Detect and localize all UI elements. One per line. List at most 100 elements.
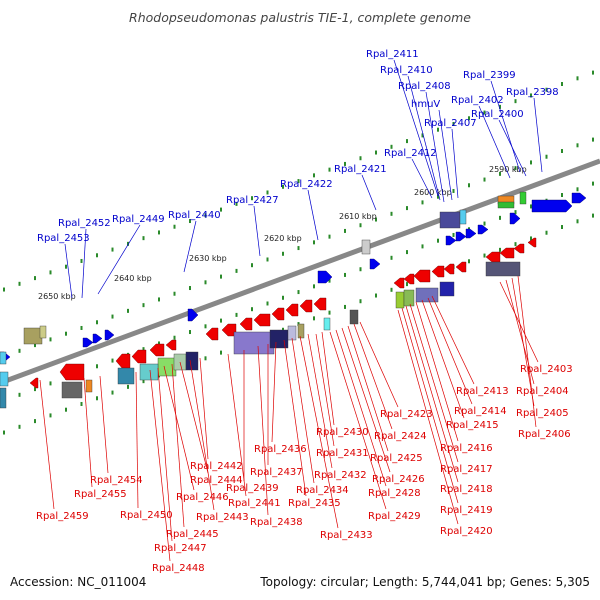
forward-gene-arrow	[187, 308, 199, 322]
reverse-label-connector	[283, 339, 307, 497]
forward-gene-box	[439, 211, 461, 229]
forward-gene-box	[39, 325, 47, 339]
genome-summary-text: Topology: circular; Length: 5,744,041 bp…	[260, 575, 590, 589]
reverse-gene-box	[403, 289, 415, 307]
reverse-label-connector	[405, 305, 459, 483]
forward-label-connector	[533, 97, 543, 173]
forward-label-connector	[393, 59, 439, 197]
forward-gene-box	[23, 327, 43, 345]
reverse-gene-arrow	[29, 377, 39, 389]
forward-label-connector	[64, 243, 73, 299]
forward-gene-arrow	[571, 192, 587, 204]
reverse-gene-arrow	[455, 261, 467, 273]
forward-gene-arrow	[509, 212, 521, 225]
ruler-label: 2630 kbp	[189, 254, 227, 263]
forward-gene-label: Rpal_2402	[451, 95, 504, 106]
reverse-gene-arrow	[253, 313, 271, 327]
reverse-label-connector	[157, 367, 173, 542]
reverse-gene-label: Rpal_2437	[250, 467, 303, 478]
reverse-gene-arrow	[205, 327, 219, 341]
reverse-gene-arrow	[59, 363, 85, 381]
reverse-gene-label: Rpal_2443	[196, 512, 249, 523]
reverse-gene-arrow	[431, 265, 445, 278]
reverse-gene-arrow	[527, 237, 537, 248]
reverse-gene-label: Rpal_2419	[440, 505, 493, 516]
reverse-gene-box	[139, 363, 159, 381]
reverse-gene-box	[117, 367, 135, 385]
reverse-label-connector	[431, 295, 475, 385]
reverse-gene-label: Rpal_2405	[516, 408, 569, 419]
forward-gene-arrow	[465, 228, 477, 239]
reverse-gene-arrow	[443, 263, 455, 275]
forward-gene-label: Rpal_2400	[471, 109, 524, 120]
reverse-gene-arrow	[149, 343, 165, 357]
reverse-label-connector	[415, 301, 459, 442]
forward-label-connector	[97, 224, 141, 295]
ruler-label: 2610 kbp	[339, 212, 377, 221]
reverse-label-connector	[329, 331, 387, 510]
reverse-label-connector	[421, 299, 465, 419]
reverse-label-connector	[257, 345, 269, 516]
forward-label-connector	[425, 91, 445, 203]
forward-gene-box	[519, 191, 527, 205]
reverse-gene-arrow	[221, 323, 237, 337]
forward-gene-label: Rpal_2452	[58, 218, 111, 229]
forward-gene-box	[497, 201, 515, 209]
reverse-gene-label: Rpal_2436	[254, 444, 307, 455]
reverse-gene-box	[157, 357, 177, 377]
reverse-gene-label: Rpal_2433	[320, 530, 373, 541]
reverse-gene-arrow	[499, 247, 515, 259]
reverse-label-connector	[505, 279, 535, 385]
reverse-gene-arrow	[165, 339, 177, 351]
reverse-label-connector	[189, 359, 215, 511]
forward-gene-label: Rpal_2440	[168, 210, 221, 221]
reverse-gene-box	[0, 387, 7, 409]
forward-gene-arrow	[104, 329, 115, 341]
reverse-gene-label: Rpal_2428	[368, 488, 421, 499]
forward-gene-arrow	[317, 270, 333, 284]
reverse-gene-label: Rpal_2425	[370, 453, 423, 464]
ruler-label: 2620 kbp	[264, 234, 302, 243]
forward-label-connector	[407, 75, 441, 201]
forward-label-connector	[253, 205, 261, 257]
reverse-label-connector	[335, 329, 387, 487]
forward-gene-box	[361, 239, 371, 255]
reverse-label-connector	[83, 377, 93, 488]
forward-label-connector	[81, 228, 87, 299]
forward-gene-arrow	[445, 235, 457, 246]
reverse-gene-box	[61, 381, 83, 399]
reverse-label-connector	[359, 321, 399, 408]
forward-label-connector	[498, 119, 527, 177]
forward-label-connector	[490, 80, 521, 173]
reverse-gene-box	[85, 379, 93, 393]
reverse-label-connector	[135, 371, 139, 509]
reverse-gene-box	[269, 329, 289, 349]
reverse-gene-box	[185, 351, 199, 371]
reverse-gene-box	[323, 317, 331, 331]
forward-gene-label: Rpal_2449	[112, 214, 165, 225]
reverse-gene-label: Rpal_2416	[440, 443, 493, 454]
forward-gene-label: hmuV	[411, 99, 440, 110]
reverse-gene-label: Rpal_2454	[90, 475, 143, 486]
reverse-gene-arrow	[115, 353, 131, 369]
forward-label-connector	[438, 109, 453, 201]
reverse-gene-arrow	[285, 303, 299, 317]
forward-gene-label: Rpal_2421	[334, 164, 387, 175]
forward-gene-arrow	[92, 333, 103, 344]
reverse-gene-label: Rpal_2413	[456, 386, 509, 397]
forward-gene-arrow	[82, 337, 94, 348]
ruler-label: 2650 kbp	[38, 292, 76, 301]
reverse-gene-box	[485, 261, 521, 277]
reverse-gene-box	[349, 309, 359, 325]
reverse-label-connector	[511, 277, 535, 407]
reverse-label-connector	[299, 335, 339, 529]
reverse-gene-label: Rpal_2414	[454, 406, 507, 417]
reverse-gene-arrow	[313, 297, 327, 311]
reverse-gene-label: Rpal_2429	[368, 511, 421, 522]
forward-gene-label: Rpal_2427	[226, 195, 279, 206]
reverse-label-connector	[321, 331, 335, 426]
reverse-gene-arrow	[485, 251, 501, 263]
reverse-gene-box	[439, 281, 455, 297]
reverse-gene-box	[0, 371, 9, 387]
